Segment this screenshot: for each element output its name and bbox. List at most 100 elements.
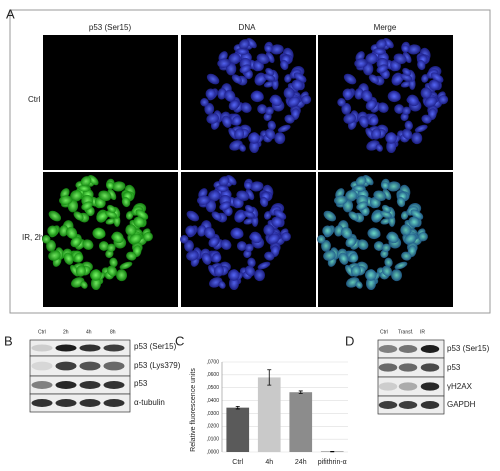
bar xyxy=(289,392,313,452)
cell xyxy=(219,201,231,211)
cell xyxy=(270,94,282,107)
cell xyxy=(257,261,271,270)
cell xyxy=(404,233,417,244)
cell xyxy=(211,211,222,221)
cell xyxy=(70,189,83,202)
cell xyxy=(80,176,92,187)
cell xyxy=(265,106,274,116)
band xyxy=(79,381,101,389)
cell xyxy=(354,58,368,68)
cell xyxy=(404,120,413,131)
cell xyxy=(247,257,256,268)
cell xyxy=(280,59,289,71)
cell xyxy=(264,251,275,261)
panel-label: B xyxy=(4,333,13,348)
y-tick-label: ,0600 xyxy=(206,372,219,378)
cell xyxy=(143,232,153,242)
cell xyxy=(394,104,405,114)
cells xyxy=(180,175,291,291)
blot-label: p53 (Ser15) xyxy=(447,344,490,353)
cell xyxy=(257,104,268,114)
y-tick-label: ,0200 xyxy=(206,424,219,430)
panel-a-frame xyxy=(9,9,491,314)
cell xyxy=(129,233,142,244)
cell xyxy=(106,181,115,190)
bar-chart: ,0000 ,0100 ,0200 ,0300 ,0400 ,0500 ,0600 ,0700… xyxy=(206,359,348,466)
x-tick-label: 4h xyxy=(265,459,273,466)
cell xyxy=(59,195,73,205)
cell xyxy=(47,225,58,237)
cell xyxy=(73,211,84,221)
cell xyxy=(245,204,254,213)
cell xyxy=(66,226,78,239)
error-bar xyxy=(330,450,335,453)
cell xyxy=(383,38,394,49)
cell xyxy=(112,231,124,244)
cell xyxy=(244,181,253,190)
band xyxy=(55,381,77,389)
cell xyxy=(345,189,358,202)
cell xyxy=(369,116,379,126)
cell xyxy=(204,102,215,115)
cell xyxy=(281,232,291,242)
cell xyxy=(259,196,269,208)
cell xyxy=(231,74,242,84)
cell xyxy=(243,218,255,225)
cell xyxy=(180,235,189,244)
cell xyxy=(322,225,333,237)
y-tick-label: ,0500 xyxy=(206,385,219,391)
cell xyxy=(373,48,386,55)
cell xyxy=(80,280,88,289)
cell xyxy=(401,251,412,261)
cell xyxy=(98,190,112,202)
blot-label: p53 (Ser15) xyxy=(134,342,177,351)
cell xyxy=(234,128,245,140)
blot-label: GAPDH xyxy=(447,400,476,409)
cell xyxy=(382,265,393,277)
y-tick-label: ,0000 xyxy=(206,449,219,455)
band xyxy=(420,345,440,353)
cell xyxy=(220,239,232,250)
cells xyxy=(200,38,312,154)
cell xyxy=(225,175,237,186)
cell xyxy=(356,201,368,211)
band xyxy=(55,344,77,352)
band xyxy=(103,344,125,352)
row-label: IR, 2h xyxy=(22,233,43,242)
cell xyxy=(334,225,344,237)
cell xyxy=(338,252,349,265)
cell xyxy=(186,210,200,222)
cell xyxy=(365,99,377,111)
cell xyxy=(246,38,257,49)
cell xyxy=(365,52,378,65)
bar xyxy=(257,377,281,452)
cell xyxy=(197,195,211,205)
cell xyxy=(107,204,116,213)
cell xyxy=(301,95,312,105)
band xyxy=(378,345,398,353)
cell xyxy=(265,67,275,76)
cell xyxy=(345,236,357,248)
cell xyxy=(291,79,304,91)
cell xyxy=(343,113,356,124)
cell xyxy=(293,72,306,83)
cell xyxy=(230,227,244,240)
cell xyxy=(206,113,219,124)
cell xyxy=(359,115,369,128)
cell xyxy=(239,64,252,74)
cell xyxy=(232,116,242,126)
cell xyxy=(348,211,359,221)
cell xyxy=(90,269,102,281)
x-tick-label: pifithrin-α xyxy=(318,459,347,466)
cell xyxy=(418,232,428,242)
cell xyxy=(430,72,443,83)
cell xyxy=(400,81,412,88)
cell xyxy=(75,265,86,277)
band xyxy=(103,361,125,371)
lane-label: IR xyxy=(420,329,425,335)
cell xyxy=(245,265,256,277)
lane-label: Ctrl xyxy=(38,329,46,335)
cell xyxy=(208,236,220,248)
cell xyxy=(185,225,196,237)
blot-label: p53 xyxy=(447,363,461,372)
